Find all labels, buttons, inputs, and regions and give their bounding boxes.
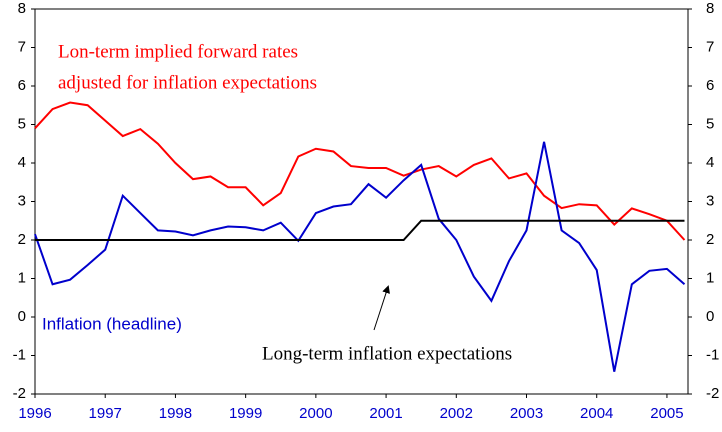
y-tick-label: -2 <box>13 385 26 402</box>
x-tick-label: 1997 <box>89 405 122 422</box>
x-tick-label: 2002 <box>440 405 473 422</box>
y2-tick-label: 8 <box>706 0 714 17</box>
y2-tick-label: -2 <box>706 385 719 402</box>
series-label: Inflation (headline) <box>42 314 182 333</box>
y-tick-label: 1 <box>18 269 26 286</box>
x-tick-label: 2004 <box>580 405 613 422</box>
x-tick-label: 2005 <box>650 405 683 422</box>
x-tick-label: 2000 <box>299 405 332 422</box>
y-tick-label: 5 <box>18 115 26 132</box>
y-tick-label: 0 <box>18 308 26 325</box>
annotation: Lon-term implied forward rates <box>58 41 298 62</box>
y2-tick-label: 5 <box>706 115 714 132</box>
plot-frame <box>34 8 689 395</box>
arrow <box>373 285 390 331</box>
x-tick-label: 2003 <box>510 405 543 422</box>
y-tick-label: 2 <box>18 231 26 248</box>
y2-tick-label: 7 <box>706 38 714 55</box>
y-tick-label: 4 <box>18 154 26 171</box>
y2-tick-label: 4 <box>706 154 714 171</box>
x-tick-label: 1996 <box>18 405 51 422</box>
series-line <box>34 141 686 372</box>
y2-tick-label: -1 <box>706 346 719 363</box>
y-tick-label: 3 <box>18 192 26 209</box>
y2-tick-label: 2 <box>706 231 714 248</box>
annotation: adjusted for inflation expectations <box>58 72 317 93</box>
y2-tick-label: 3 <box>706 192 714 209</box>
y-tick-label: 6 <box>18 77 26 94</box>
y2-tick-label: 6 <box>706 77 714 94</box>
y-tick-label: 7 <box>18 38 26 55</box>
x-tick-label: 1999 <box>229 405 262 422</box>
y-tick-label: 8 <box>18 0 26 17</box>
series-line <box>35 219 685 241</box>
series-label: Long-term inflation expectations <box>262 343 512 364</box>
x-tick-label: 2001 <box>369 405 402 422</box>
x-tick-label: 1998 <box>159 405 192 422</box>
y2-tick-label: 1 <box>706 269 714 286</box>
y-tick-label: -1 <box>13 346 26 363</box>
y2-tick-label: 0 <box>706 308 714 325</box>
series-line <box>34 101 686 241</box>
